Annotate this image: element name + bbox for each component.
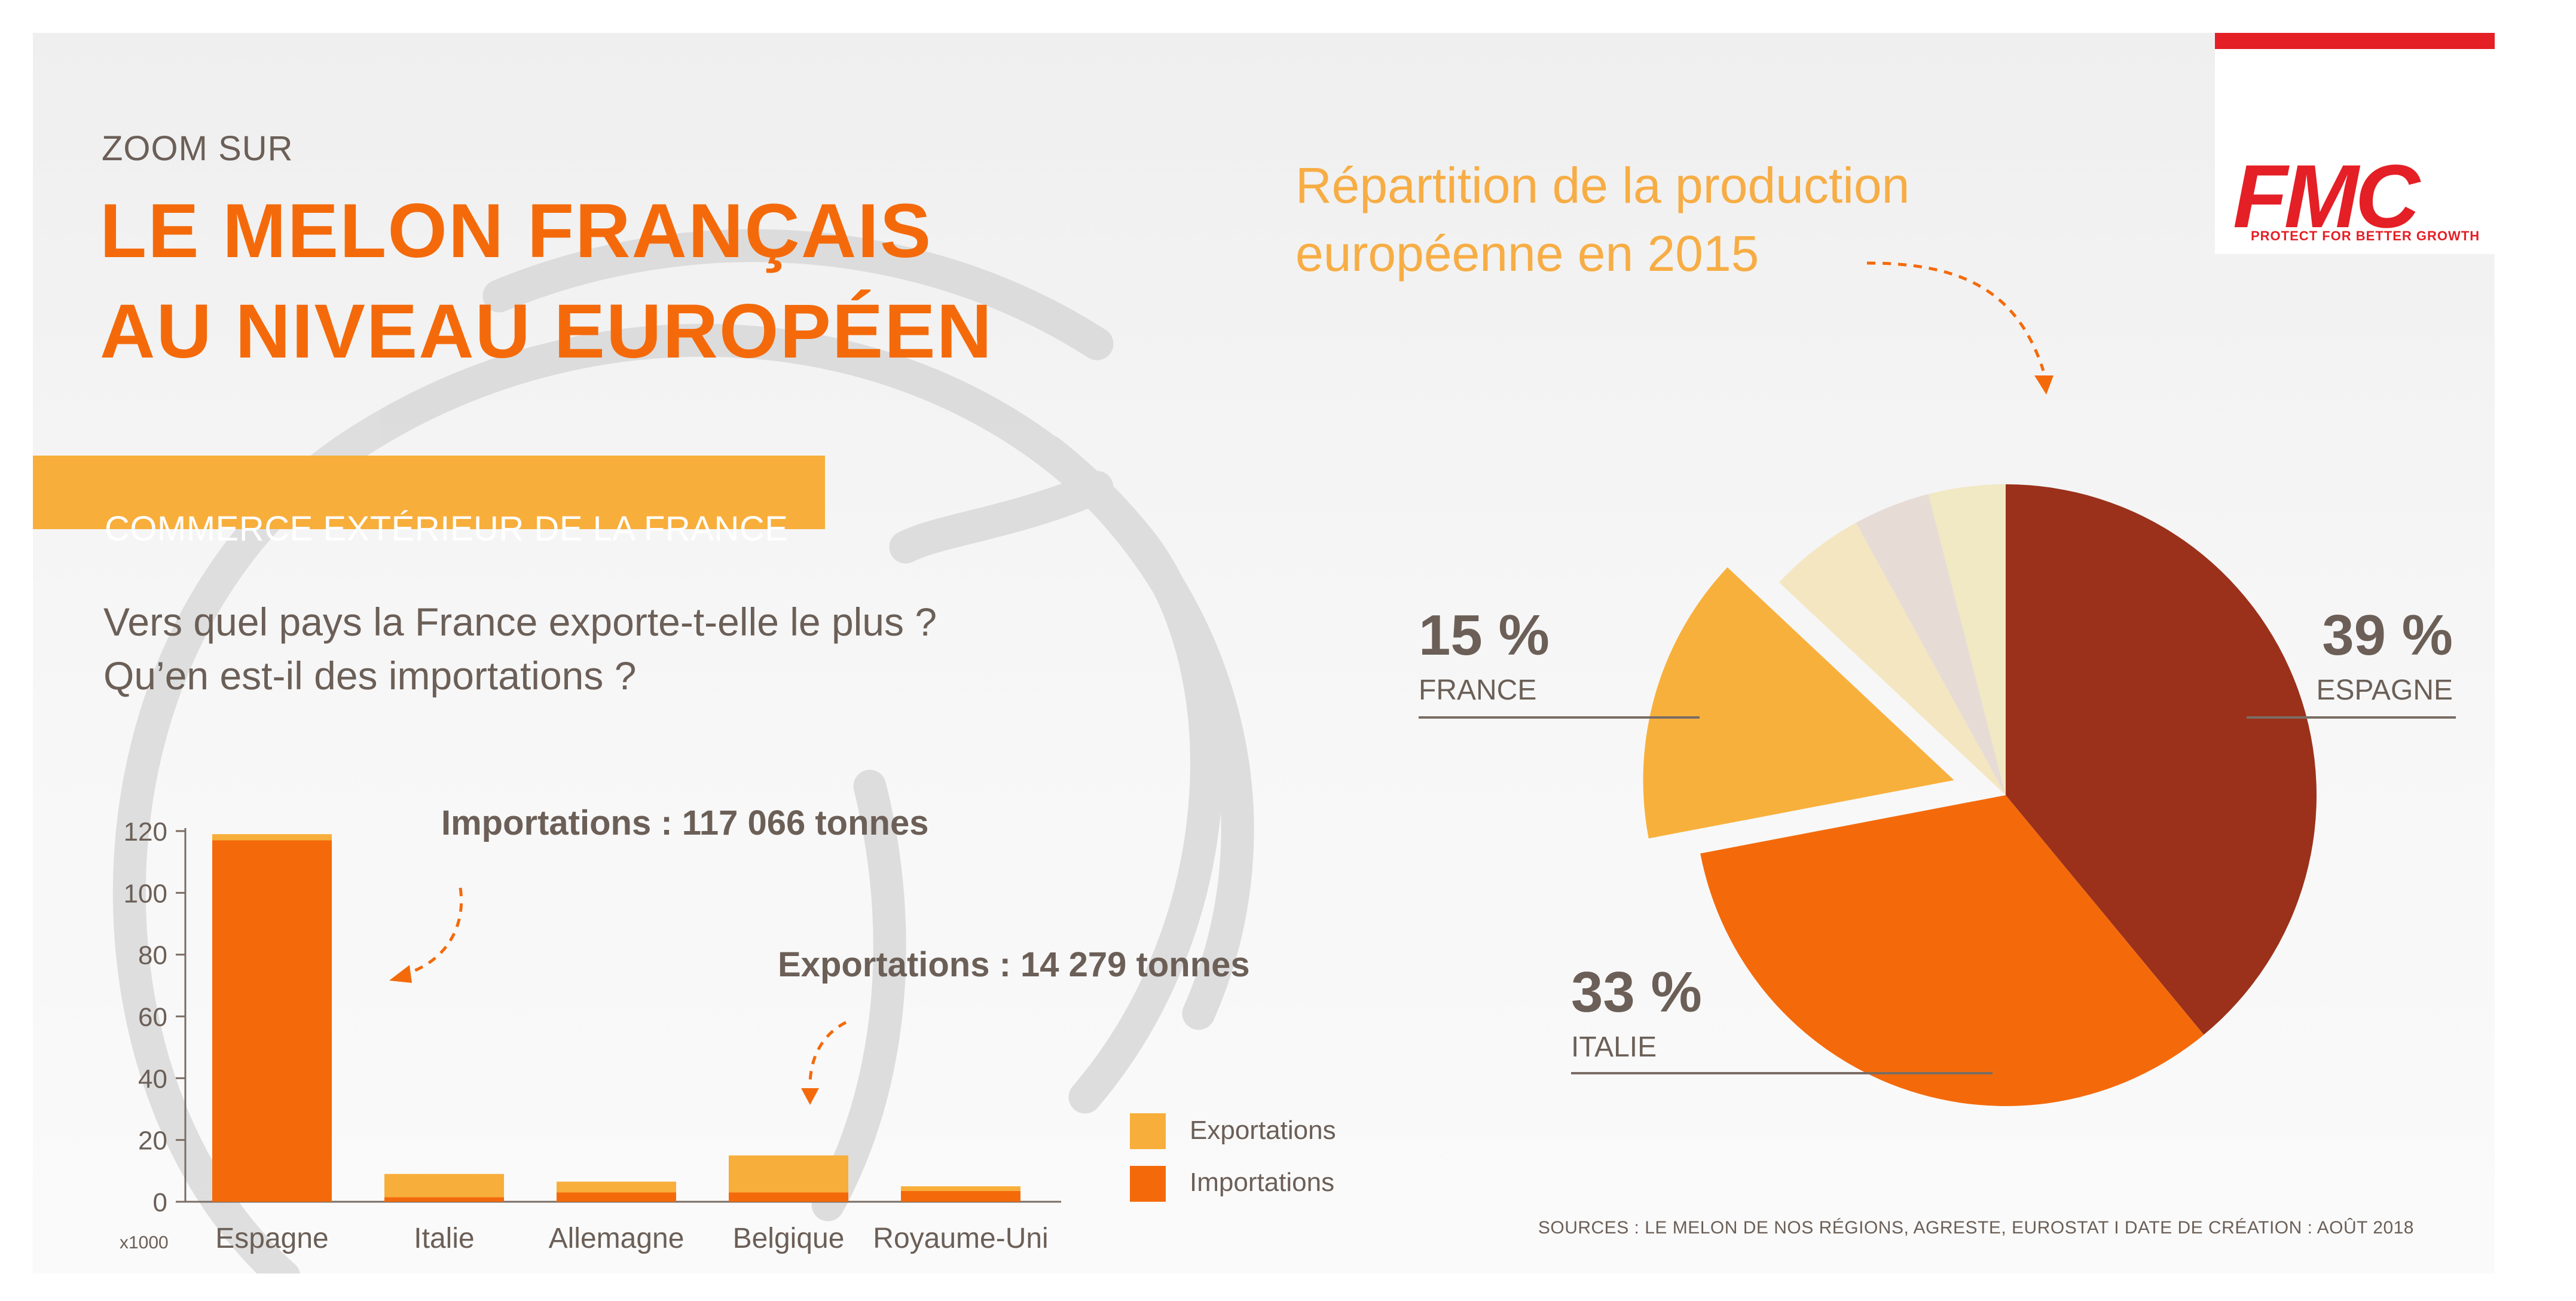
unit-label: x1000	[120, 1233, 169, 1253]
bar-importations	[901, 1190, 1020, 1202]
title-line-2: AU NIVEAU EUROPÉEN	[100, 289, 993, 374]
question-line-1: Vers quel pays la France exporte-t-elle …	[103, 600, 937, 644]
x-category-label: Italie	[414, 1223, 474, 1254]
pie-label-percent-italie: 33 %	[1571, 960, 1702, 1024]
annotation-arrow-importations	[403, 887, 463, 976]
section-band-label: COMMERCE EXTÉRIEUR DE LA FRANCE	[105, 509, 789, 548]
annotation-arrowhead-importations	[389, 965, 412, 983]
sources-text: SOURCES : LE MELON DE NOS RÉGIONS, AGRES…	[1538, 1218, 2414, 1238]
pie-slice	[1700, 795, 2204, 1107]
pie-slice	[1643, 567, 1954, 839]
page-title: LE MELON FRANÇAIS AU NIVEAU EUROPÉEN	[100, 181, 993, 382]
legend-label-importations: Importations	[1190, 1168, 1334, 1197]
bar-importations	[212, 840, 332, 1202]
x-category-label: Allemagne	[549, 1223, 685, 1254]
y-tick-label: 0	[153, 1188, 167, 1217]
pie-label-percent-espagne: 39 %	[2322, 603, 2453, 667]
bar-importations	[557, 1192, 676, 1202]
fmc-logo: FMC PROTECT FOR BETTER GROWTH	[2215, 33, 2495, 254]
pie-slice	[1779, 523, 2006, 795]
annotation-importations: Importations : 117 066 tonnes	[441, 804, 928, 842]
question-text: Vers quel pays la France exporte-t-elle …	[103, 595, 937, 703]
section-band	[33, 456, 825, 529]
pie-label-name-italie: ITALIE	[1571, 1031, 1657, 1063]
pie-slice	[1856, 494, 2006, 795]
legend-label-exportations: Exportations	[1190, 1116, 1336, 1145]
kicker-text: ZOOM SUR	[102, 129, 294, 168]
legend-swatch-exportations	[1130, 1113, 1166, 1149]
pie-label-name-espagne: ESPAGNE	[2316, 674, 2453, 706]
fmc-logo-tagline: PROTECT FOR BETTER GROWTH	[2251, 228, 2480, 243]
title-line-1: LE MELON FRANÇAIS	[100, 188, 933, 274]
bar-exportations	[729, 1155, 848, 1193]
legend-swatch-importations	[1130, 1166, 1166, 1202]
pie-title: Répartition de la production européenne …	[1295, 151, 1909, 288]
pie-title-arrow	[1866, 261, 2045, 371]
y-tick-label: 20	[138, 1126, 167, 1156]
bar-exportations	[212, 834, 332, 841]
pie-label-name-france: FRANCE	[1419, 674, 1536, 706]
annotation-arrowhead-exportations	[801, 1088, 819, 1105]
bar-importations	[384, 1197, 504, 1202]
y-tick-label: 80	[138, 941, 167, 970]
bar-importations	[729, 1192, 848, 1202]
question-line-2: Qu’en est-il des importations ?	[103, 653, 637, 698]
bar-exportations	[901, 1186, 1020, 1191]
pie-slice	[2006, 484, 2317, 1035]
y-tick-label: 40	[138, 1064, 167, 1094]
pie-title-arrowhead	[2034, 375, 2054, 395]
bar-exportations	[384, 1174, 504, 1198]
annotation-exportations: Exportations : 14 279 tonnes	[778, 945, 1250, 984]
x-category-label: Belgique	[733, 1223, 845, 1254]
fmc-logo-word: FMC	[2233, 146, 2420, 246]
pie-title-line-1: Répartition de la production	[1295, 157, 1910, 213]
melon-watermark-icon	[112, 229, 1254, 1273]
annotation-arrow-exportations	[808, 1021, 847, 1086]
y-tick-label: 120	[124, 817, 167, 847]
trade-bar-chart: 0 20 40 60 80 100 120 x1000 Espagne Italie Allemag…	[120, 804, 1336, 1254]
pie-title-line-2: européenne en 2015	[1295, 225, 1759, 282]
infographic-card: ZOOM SUR LE MELON FRANÇAIS AU NIVEAU EUR…	[33, 33, 2495, 1273]
pie-slice	[1928, 484, 2006, 795]
production-pie-chart: 39 % ESPAGNE 33 % ITALIE 15 % FRANCE	[1419, 261, 2456, 1107]
x-category-label: Royaume-Uni	[873, 1223, 1048, 1254]
y-tick-label: 60	[138, 1003, 167, 1032]
pie-label-percent-france: 15 %	[1419, 603, 1550, 667]
bar-exportations	[557, 1181, 676, 1193]
y-tick-label: 100	[124, 879, 167, 908]
x-category-label: Espagne	[215, 1223, 329, 1254]
